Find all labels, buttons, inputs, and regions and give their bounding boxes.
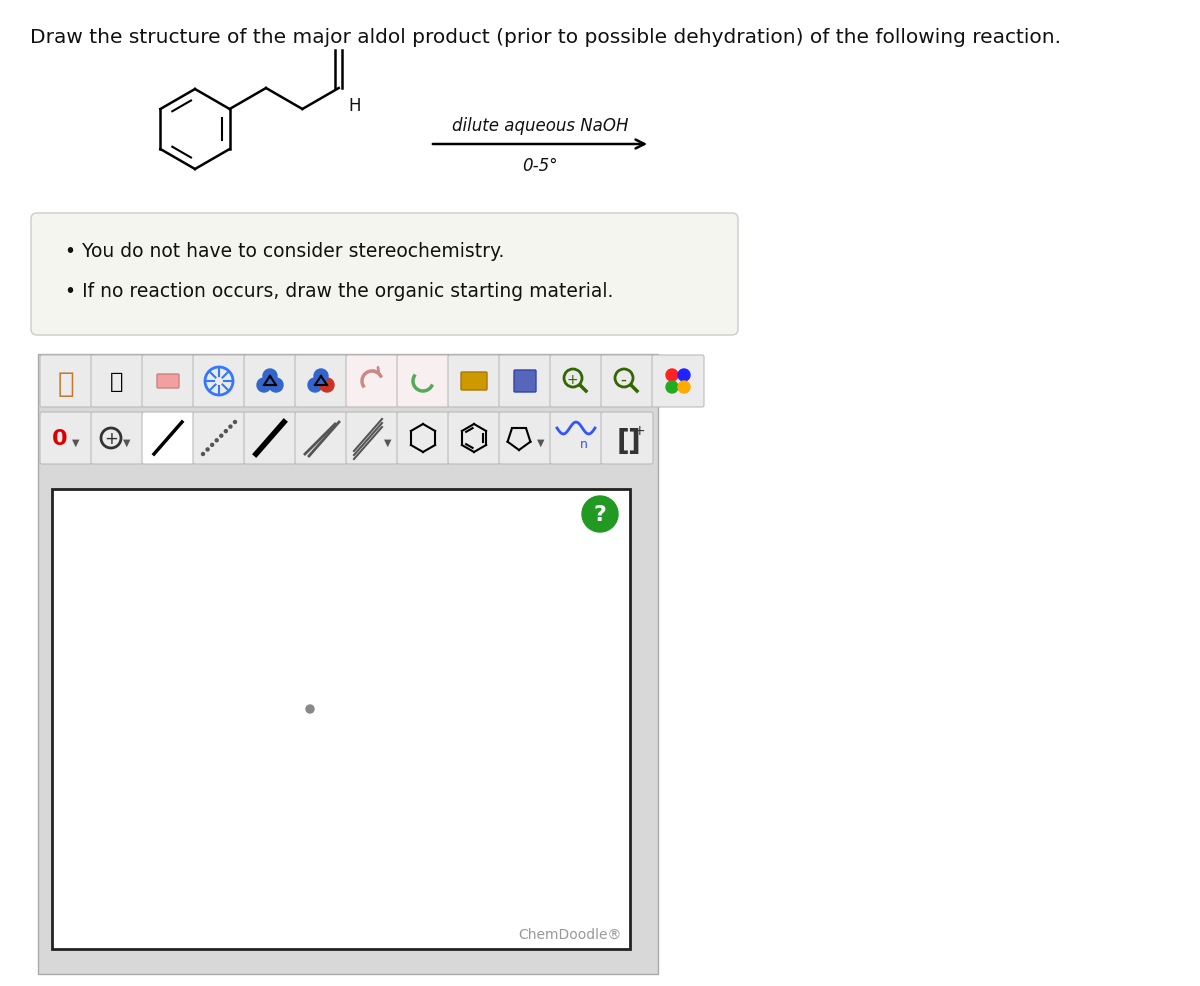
FancyBboxPatch shape	[448, 412, 500, 464]
Circle shape	[220, 435, 223, 438]
Text: ▼: ▼	[538, 438, 545, 448]
FancyBboxPatch shape	[40, 412, 92, 464]
Text: ]: ]	[626, 428, 640, 456]
Circle shape	[211, 444, 214, 447]
FancyBboxPatch shape	[346, 412, 398, 464]
Circle shape	[314, 370, 328, 384]
Text: • If no reaction occurs, draw the organic starting material.: • If no reaction occurs, draw the organi…	[65, 282, 613, 301]
FancyBboxPatch shape	[142, 412, 194, 464]
Circle shape	[666, 370, 678, 382]
Text: 0: 0	[52, 429, 68, 449]
Text: dilute aqueous NaOH: dilute aqueous NaOH	[451, 117, 629, 135]
FancyBboxPatch shape	[550, 412, 602, 464]
Circle shape	[582, 497, 618, 532]
FancyBboxPatch shape	[244, 356, 296, 407]
Bar	[38, 355, 658, 974]
Circle shape	[320, 379, 334, 392]
Circle shape	[269, 379, 283, 392]
FancyBboxPatch shape	[244, 412, 296, 464]
Circle shape	[666, 382, 678, 393]
FancyBboxPatch shape	[142, 356, 194, 407]
FancyBboxPatch shape	[652, 356, 704, 407]
FancyBboxPatch shape	[499, 356, 551, 407]
Circle shape	[215, 440, 218, 443]
FancyBboxPatch shape	[91, 412, 143, 464]
Bar	[52, 489, 630, 950]
Text: n: n	[580, 438, 588, 451]
FancyBboxPatch shape	[91, 356, 143, 407]
FancyBboxPatch shape	[31, 214, 738, 335]
Text: +: +	[634, 424, 644, 438]
Circle shape	[206, 449, 209, 452]
Text: 0-5°: 0-5°	[522, 157, 558, 175]
FancyBboxPatch shape	[346, 356, 398, 407]
Text: +: +	[566, 373, 578, 387]
Text: H: H	[349, 97, 361, 115]
Text: ▼: ▼	[72, 438, 79, 448]
Text: +: +	[104, 430, 118, 448]
Circle shape	[202, 453, 204, 457]
Circle shape	[257, 379, 271, 392]
Text: ▼: ▼	[384, 438, 391, 448]
Circle shape	[224, 430, 227, 433]
FancyBboxPatch shape	[40, 356, 92, 407]
FancyBboxPatch shape	[499, 412, 551, 464]
FancyBboxPatch shape	[295, 356, 347, 407]
FancyBboxPatch shape	[295, 412, 347, 464]
FancyBboxPatch shape	[397, 412, 449, 464]
Text: 🧴: 🧴	[110, 372, 124, 391]
FancyBboxPatch shape	[397, 356, 449, 407]
FancyBboxPatch shape	[193, 356, 245, 407]
FancyBboxPatch shape	[514, 371, 536, 392]
Text: • You do not have to consider stereochemistry.: • You do not have to consider stereochem…	[65, 242, 504, 260]
Text: ChemDoodle®: ChemDoodle®	[518, 927, 622, 941]
FancyBboxPatch shape	[550, 356, 602, 407]
Circle shape	[229, 426, 232, 429]
Circle shape	[678, 382, 690, 393]
Text: -: -	[620, 371, 626, 388]
Text: ✋: ✋	[58, 370, 74, 397]
Circle shape	[306, 705, 314, 713]
Circle shape	[308, 379, 322, 392]
Circle shape	[234, 421, 236, 424]
FancyBboxPatch shape	[601, 412, 653, 464]
FancyBboxPatch shape	[448, 356, 500, 407]
Text: [: [	[617, 428, 629, 456]
FancyBboxPatch shape	[193, 412, 245, 464]
Text: Draw the structure of the major aldol product (prior to possible dehydration) of: Draw the structure of the major aldol pr…	[30, 28, 1061, 47]
FancyBboxPatch shape	[461, 373, 487, 390]
Text: ?: ?	[594, 505, 606, 525]
FancyBboxPatch shape	[157, 375, 179, 388]
Text: ▼: ▼	[124, 438, 131, 448]
Circle shape	[263, 370, 277, 384]
Circle shape	[678, 370, 690, 382]
FancyBboxPatch shape	[601, 356, 653, 407]
